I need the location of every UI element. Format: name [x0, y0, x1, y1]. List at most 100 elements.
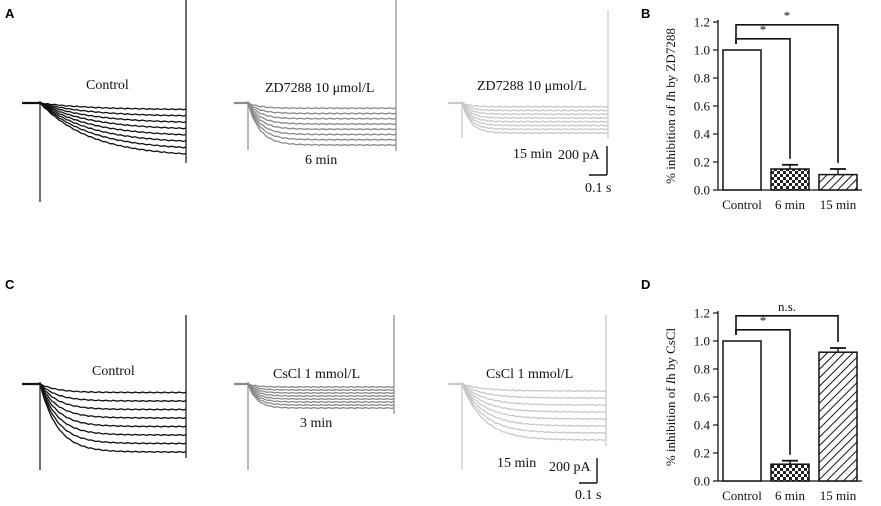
panel-letter-a: A	[5, 6, 15, 21]
trace-sublabel-3min: 3 min	[300, 416, 332, 431]
current-trace	[247, 383, 395, 395]
trace-group-cscl-15min	[448, 315, 607, 470]
current-trace	[247, 102, 397, 115]
panel-letter-b: B	[641, 6, 650, 21]
current-trace	[39, 102, 187, 124]
trace-label-zd-6min: ZD7288 10 μmol/L	[265, 81, 374, 96]
x-tick-label: 6 min	[775, 197, 805, 212]
current-trace	[461, 383, 607, 427]
current-trace	[461, 102, 609, 131]
y-tick-label: 1.2	[694, 306, 710, 321]
current-trace	[461, 102, 609, 123]
current-trace	[39, 383, 187, 454]
bar-6-min	[770, 168, 810, 191]
current-trace	[39, 102, 187, 117]
current-trace	[39, 101, 187, 111]
bar-chart-b: 0.0 0.2 0.4 0.6 0.8 1.0 1.2 % inhibition of Ih …	[663, 8, 862, 212]
x-tick-label: Control	[722, 197, 762, 212]
significance-bracket	[735, 24, 839, 163]
trace-group-zd-6min	[234, 0, 397, 151]
current-trace	[39, 383, 187, 428]
trace-group-control-a	[22, 0, 187, 202]
trace-sublabel-15min-c: 15 min	[497, 456, 536, 471]
significance-label: n.s.	[778, 299, 796, 314]
y-tick-label: 0.0	[694, 183, 710, 198]
x-tick-label: 6 min	[775, 488, 805, 503]
y-tick-label: 0.8	[694, 362, 710, 377]
current-trace	[247, 383, 395, 392]
current-trace	[247, 383, 395, 410]
current-trace	[39, 102, 187, 136]
current-trace	[461, 383, 607, 393]
y-tick-label: 1.0	[694, 43, 710, 58]
current-trace	[39, 383, 187, 437]
panel-letter-c: C	[5, 277, 15, 292]
trace-label-zd-15min: ZD7288 10 μmol/L	[477, 79, 586, 94]
current-trace	[39, 383, 187, 411]
current-trace	[461, 102, 609, 135]
scalebar-a-time: 0.1 s	[585, 181, 611, 196]
y-tick-label: 1.0	[694, 334, 710, 349]
significance-bracket	[735, 315, 839, 342]
trace-label-control-c: Control	[92, 364, 135, 379]
current-trace	[461, 102, 609, 116]
current-trace	[247, 102, 397, 131]
trace-panel-a	[22, 0, 609, 202]
y-tick-label: 0.4	[694, 418, 711, 433]
scalebar-a-current: 200 pA	[558, 148, 601, 163]
current-trace	[247, 102, 397, 110]
x-tick-label: 15 min	[820, 488, 857, 503]
trace-label-cscl-15min: CsCl 1 mmol/L	[486, 367, 573, 382]
current-trace	[247, 102, 397, 147]
significance-label: *	[784, 8, 791, 23]
current-trace	[461, 383, 607, 407]
trace-sublabel-15min-a: 15 min	[513, 147, 552, 162]
scalebar-a: 200 pA 0.1 s	[558, 146, 611, 196]
current-trace	[39, 383, 187, 420]
scalebar-c: 200 pA 0.1 s	[549, 458, 601, 503]
bar-control	[722, 49, 762, 191]
y-axis-label: % inhibition of Ih by ZD7288	[663, 28, 678, 184]
y-tick-label: 0.6	[694, 99, 711, 114]
trace-group-zd-15min	[448, 10, 609, 139]
y-tick-label: 0.8	[694, 71, 710, 86]
significance-label: *	[760, 22, 767, 37]
bar-chart-d: 0.0 0.2 0.4 0.6 0.8 1.0 1.2 % inhibition of Ih …	[663, 299, 862, 503]
current-trace	[247, 102, 397, 141]
scalebar-c-time: 0.1 s	[575, 488, 601, 503]
current-trace	[461, 383, 607, 434]
x-tick-label: 15 min	[820, 197, 857, 212]
current-trace	[461, 383, 607, 441]
y-tick-label: 1.2	[694, 15, 710, 30]
y-tick-label: 0.2	[694, 446, 710, 461]
trace-label-cscl-3min: CsCl 1 mmol/L	[273, 367, 360, 382]
trace-sublabel-6min: 6 min	[305, 153, 337, 168]
trace-group-control-c	[22, 315, 187, 470]
y-tick-label: 0.2	[694, 155, 710, 170]
bar-15-min	[818, 173, 858, 191]
current-trace	[461, 102, 609, 120]
current-trace	[39, 383, 187, 394]
current-trace	[247, 102, 397, 120]
current-trace	[461, 383, 607, 414]
current-trace	[247, 383, 395, 407]
current-trace	[39, 383, 187, 403]
current-trace	[39, 102, 187, 143]
current-trace	[461, 102, 609, 112]
current-trace	[39, 383, 187, 445]
current-trace	[247, 383, 395, 398]
x-tick-label: Control	[722, 488, 762, 503]
trace-label-control-a: Control	[86, 78, 129, 93]
bar-6-min	[770, 463, 810, 482]
current-trace	[247, 102, 397, 126]
current-trace	[461, 383, 607, 421]
current-trace	[247, 102, 397, 136]
trace-panel-c	[22, 315, 607, 470]
current-trace	[461, 383, 607, 400]
current-trace	[39, 102, 187, 155]
significance-label: *	[760, 313, 767, 328]
current-trace	[247, 383, 395, 404]
current-trace	[461, 102, 609, 127]
y-tick-label: 0.0	[694, 474, 710, 489]
